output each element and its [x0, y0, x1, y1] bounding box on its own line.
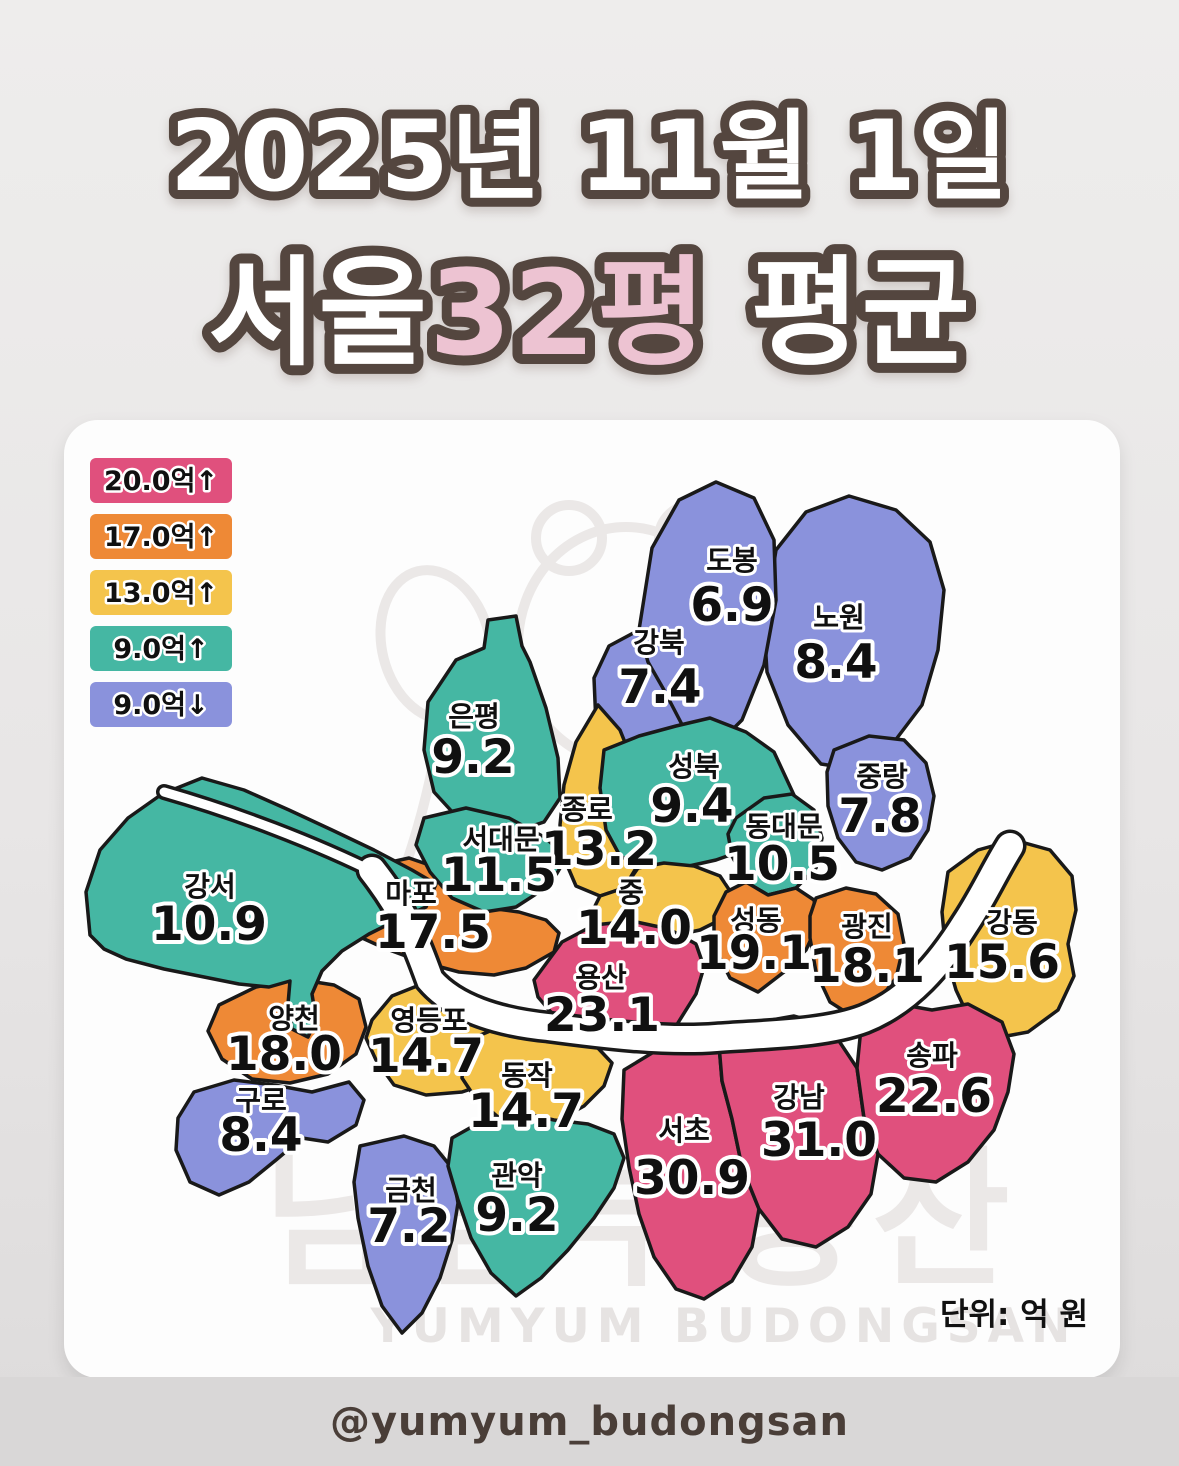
legend-swatch-9dn: [90, 682, 232, 727]
value-jongno: 13.2: [541, 822, 657, 877]
value-yangcheon: 18.0: [226, 1027, 342, 1082]
legend-label-9up: 9.0억↑: [113, 634, 208, 665]
district-songpa: [855, 1002, 1016, 1184]
label-gangseo: 강서: [184, 870, 236, 903]
legend-label-9dn: 9.0억↓: [113, 690, 208, 721]
han-river: [156, 784, 1027, 1056]
label-yangcheon: 양천: [268, 1002, 320, 1035]
district-gangseo: [84, 776, 438, 1039]
value-yeongdeungpo: 14.7: [368, 1029, 484, 1084]
label-dongdaemun: 동대문: [745, 810, 822, 843]
label-guro: 구로: [235, 1084, 287, 1117]
value-mapo: 17.5: [375, 905, 491, 960]
value-dongdaemun: 10.5: [724, 837, 840, 892]
legend-label-13: 13.0억↑: [104, 578, 218, 609]
value-yongsan: 23.1: [544, 988, 660, 1043]
value-jung: 14.0: [576, 901, 692, 956]
districts: [84, 480, 1078, 1335]
value-gwangjin: 18.1: [809, 939, 925, 994]
district-eunpyeong: [422, 614, 562, 834]
label-dongjak: 동작: [501, 1059, 553, 1092]
label-gwanak: 관악: [491, 1159, 543, 1192]
value-seongdong: 19.1: [696, 926, 812, 981]
value-dobong: 6.9: [690, 578, 773, 633]
label-seongbuk: 성북: [668, 750, 720, 783]
label-seocho: 서초: [658, 1114, 710, 1147]
legend-swatch-17: [90, 514, 232, 559]
label-gangbuk: 강북: [633, 626, 685, 659]
value-nowon: 8.4: [794, 635, 877, 690]
seoul-price-map: 냠냠부동산 YUMYUM BUDONGSAN: [84, 458, 1088, 1354]
map-card: 냠냠부동산 YUMYUM BUDONGSAN: [64, 420, 1120, 1378]
district-dongdaemun: [726, 792, 824, 897]
value-seocho: 30.9: [634, 1151, 750, 1206]
label-jungnang: 중랑: [856, 760, 908, 793]
label-songpa: 송파: [906, 1039, 958, 1072]
legend-swatch-20: [90, 458, 232, 503]
value-guro: 8.4: [219, 1108, 302, 1163]
title-block: 2025년 11월 1일 서울32평 평균: [161, 91, 1017, 392]
legend-swatch-9up: [90, 626, 232, 671]
legend-label-20: 20.0억↑: [104, 466, 218, 497]
title-date: 2025년 11월 1일: [170, 100, 1010, 214]
label-jongno: 종로: [561, 793, 613, 826]
legend-swatch-13: [90, 570, 232, 615]
value-songpa: 22.6: [876, 1069, 992, 1124]
watermark-latin: YUMYUM BUDONGSAN: [370, 1299, 1078, 1354]
unit-note: 단위: 억 원: [940, 1297, 1088, 1333]
label-dobong: 도봉: [706, 544, 758, 577]
instagram-handle: @yumyum_budongsan: [329, 1398, 850, 1445]
price-legend: 20.0억↑ 17.0억↑ 13.0억↑ 9.0억↑ 9.0억↓: [90, 458, 232, 727]
district-gwanak: [446, 1110, 626, 1298]
value-eunpyeong: 9.2: [431, 730, 514, 785]
value-seodaemun: 11.5: [441, 848, 557, 903]
value-gangnam: 31.0: [761, 1113, 877, 1168]
footer-bar: @yumyum_budongsan: [0, 1377, 1179, 1466]
label-yongsan: 용산: [575, 961, 627, 994]
value-seongbuk: 9.4: [650, 779, 733, 834]
label-seongdong: 성동: [730, 904, 782, 937]
district-guro: [174, 1078, 366, 1197]
label-eunpyeong: 은평: [448, 700, 500, 733]
label-geumcheon: 금천: [385, 1174, 437, 1207]
label-yeongdeungpo: 영등포: [390, 1004, 467, 1037]
value-jungnang: 7.8: [838, 789, 921, 844]
title-highlight: 32평: [429, 244, 708, 382]
value-gangdong: 15.6: [944, 935, 1060, 990]
value-gwanak: 9.2: [475, 1188, 558, 1243]
value-dongjak: 14.7: [468, 1084, 584, 1139]
value-gangseo: 10.9: [151, 897, 267, 952]
value-gangbuk: 7.4: [618, 660, 701, 715]
legend-label-17: 17.0억↑: [104, 522, 218, 553]
label-gwangjin: 광진: [841, 910, 893, 943]
label-seodaemun: 서대문: [462, 823, 539, 856]
label-jung: 중: [618, 876, 644, 909]
label-gangdong: 강동: [986, 906, 1038, 939]
value-geumcheon: 7.2: [367, 1199, 450, 1254]
title-main: 서울32평 평균: [208, 244, 972, 382]
label-gangnam: 강남: [773, 1081, 825, 1114]
label-mapo: 마포: [385, 877, 437, 910]
district-nowon: [762, 494, 946, 772]
district-seodaemun: [414, 806, 568, 914]
district-labels: 노원 8.4 도봉 6.9 강북 7.4 중랑 7.8 은평 9.2 종로 13…: [147, 541, 1064, 1258]
district-geumcheon: [352, 1134, 460, 1335]
label-nowon: 노원: [813, 601, 865, 634]
district-jungnang: [825, 734, 936, 872]
